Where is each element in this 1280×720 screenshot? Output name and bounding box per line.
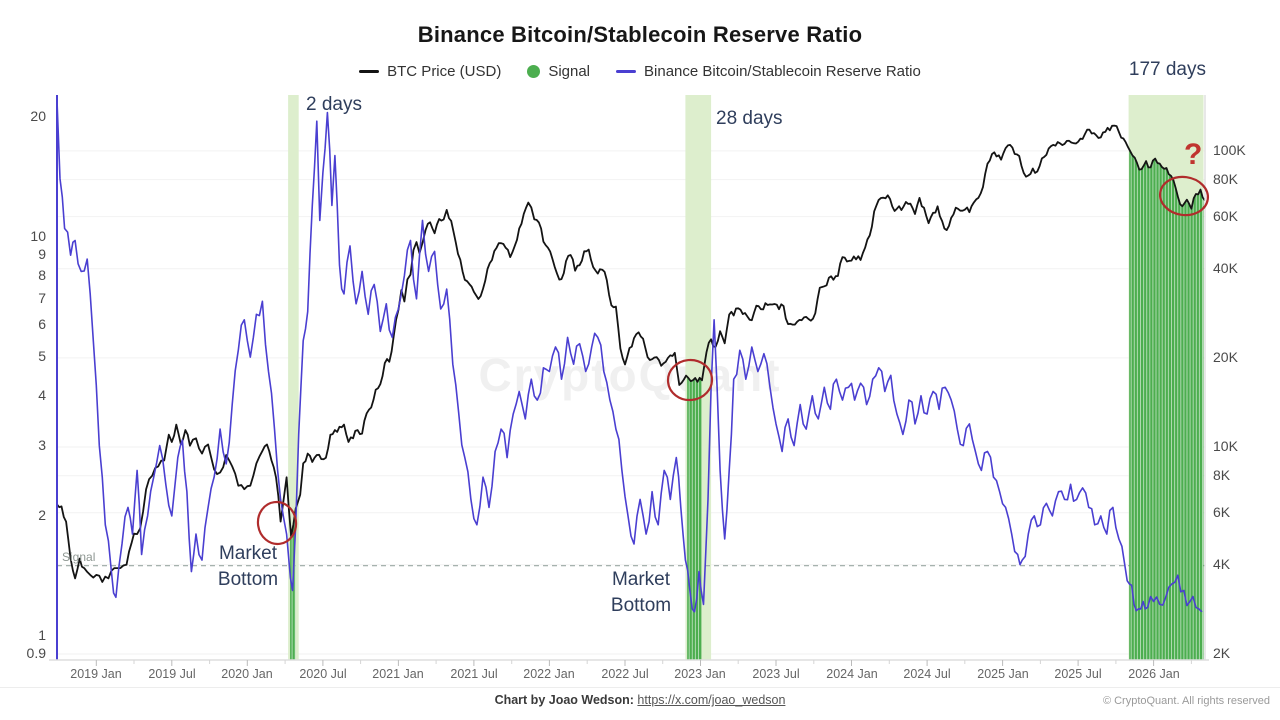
page-title: Binance Bitcoin/Stablecoin Reserve Ratio xyxy=(417,22,863,47)
ratio-line-swatch-icon xyxy=(616,70,637,73)
y-left-tick-5: 5 xyxy=(38,348,46,364)
x-tick-2022-Jan: 2022 Jan xyxy=(523,667,575,681)
y-left-tick-4: 4 xyxy=(38,387,46,403)
y-right-tick-2K: 2K xyxy=(1213,645,1231,661)
x-tick-2021-Jan: 2021 Jan xyxy=(372,667,424,681)
signal-threshold-label: Signal xyxy=(62,550,96,564)
btc-price-line xyxy=(57,124,1205,583)
duration-label-177-days: 177 days xyxy=(1128,59,1206,80)
legend: BTC Price (USD) Signal Binance Bitcoin/S… xyxy=(0,63,1280,80)
y-right-tick-8K: 8K xyxy=(1213,467,1231,483)
x-tick-2026-Jan: 2026 Jan xyxy=(1128,667,1180,681)
reserve-ratio-line xyxy=(57,100,1203,613)
legend-item-btc-price[interactable]: BTC Price (USD) xyxy=(359,63,501,80)
legend-label-signal: Signal xyxy=(548,63,591,80)
market-bottom-circle xyxy=(1158,175,1210,217)
y-left-tick-10: 10 xyxy=(30,228,46,244)
annotation-market-bottom-2020: Market Bottom xyxy=(217,543,279,590)
signal-dot-icon xyxy=(527,65,541,78)
x-tick-2025-Jul: 2025 Jul xyxy=(1054,667,1102,681)
credit-prefix: Chart by Joao Wedson: xyxy=(494,693,634,707)
y-left-tick-3: 3 xyxy=(38,437,46,453)
y-right-tick-60K: 60K xyxy=(1213,208,1238,224)
x-tick-2022-Jul: 2022 Jul xyxy=(601,667,649,681)
market-bottom-circle xyxy=(256,500,298,546)
y-left-tick-8: 8 xyxy=(38,267,46,283)
x-tick-2024-Jul: 2024 Jul xyxy=(903,667,951,681)
footer-bar: Chart by Joao Wedson: https://x.com/joao… xyxy=(0,687,1280,720)
question-mark-annotation: ? xyxy=(1184,138,1203,171)
annotation-28-days: 28 days xyxy=(716,108,783,129)
x-tick-2024-Jan: 2024 Jan xyxy=(826,667,878,681)
y-right-tick-6K: 6K xyxy=(1213,504,1231,520)
y-left-tick-7: 7 xyxy=(38,290,46,306)
y-right-tick-4K: 4K xyxy=(1213,556,1231,572)
y-left-tick-1: 1 xyxy=(38,627,46,643)
x-tick-2023-Jul: 2023 Jul xyxy=(752,667,800,681)
legend-label-btc: BTC Price (USD) xyxy=(387,63,502,80)
x-tick-2023-Jan: 2023 Jan xyxy=(674,667,726,681)
y-left-tick-9: 9 xyxy=(38,246,46,262)
credit-link[interactable]: https://x.com/joao_wedson xyxy=(637,693,786,707)
x-tick-2025-Jan: 2025 Jan xyxy=(977,667,1029,681)
chart-credit: Chart by Joao Wedson: https://x.com/joao… xyxy=(0,693,1280,707)
legend-item-ratio[interactable]: Binance Bitcoin/Stablecoin Reserve Ratio xyxy=(616,63,921,80)
y-left-tick-0.9: 0.9 xyxy=(26,645,46,661)
y-right-tick-10K: 10K xyxy=(1213,438,1238,454)
x-tick-2020-Jan: 2020 Jan xyxy=(221,667,273,681)
y-left-tick-20: 20 xyxy=(30,108,46,124)
y-right-tick-20K: 20K xyxy=(1213,349,1238,365)
copyright-text: © CryptoQuant. All rights reserved xyxy=(1102,695,1270,707)
y-right-tick-40K: 40K xyxy=(1213,260,1238,276)
market-bottom-circle xyxy=(666,358,714,402)
x-tick-2021-Jul: 2021 Jul xyxy=(450,667,498,681)
x-tick-2019-Jan: 2019 Jan xyxy=(70,667,122,681)
x-tick-2019-Jul: 2019 Jul xyxy=(148,667,196,681)
y-left-tick-6: 6 xyxy=(38,316,46,332)
legend-label-ratio: Binance Bitcoin/Stablecoin Reserve Ratio xyxy=(644,63,921,80)
annotation-2-days: 2 days xyxy=(306,94,362,115)
x-tick-marks xyxy=(95,660,1192,666)
gridlines xyxy=(57,150,1205,655)
y-right-tick-100K: 100K xyxy=(1213,142,1246,158)
y-left-tick-2: 2 xyxy=(38,507,46,523)
y-right-tick-80K: 80K xyxy=(1213,171,1238,187)
x-tick-2020-Jul: 2020 Jul xyxy=(299,667,347,681)
annotation-market-bottom-2023: Market Bottom xyxy=(610,569,672,616)
legend-item-signal[interactable]: Signal xyxy=(527,63,590,80)
btc-line-swatch-icon xyxy=(359,70,380,73)
